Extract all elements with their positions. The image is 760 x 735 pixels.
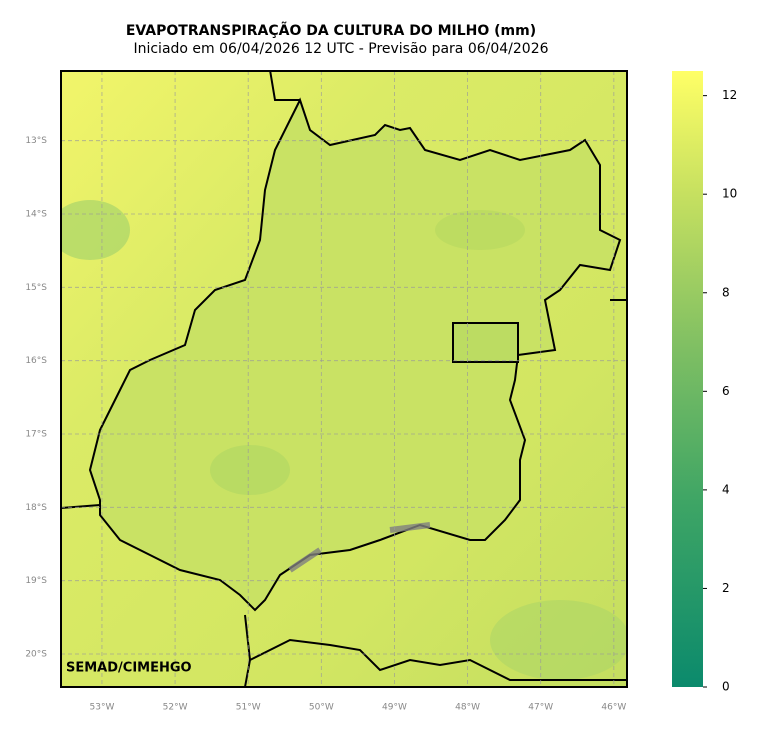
colorbar xyxy=(672,71,703,687)
y-tick-label: 13°S xyxy=(25,136,47,146)
credit: SEMAD/CIMEHGO xyxy=(66,661,192,676)
colorbar-label: 10 xyxy=(722,187,737,201)
map-frame xyxy=(60,70,628,688)
low-area xyxy=(490,600,627,680)
state-borders xyxy=(61,71,627,687)
subtitle: Iniciado em 06/04/2026 12 UTC - Previsão… xyxy=(133,41,548,57)
x-tick-label: 53°W xyxy=(90,703,115,713)
y-tick-label: 16°S xyxy=(25,356,47,366)
y-tick-label: 20°S xyxy=(25,650,47,660)
colorbar-label: 4 xyxy=(722,482,730,496)
y-tick-label: 18°S xyxy=(25,503,47,513)
colorbar-label: 6 xyxy=(722,384,730,398)
y-tick-label: 17°S xyxy=(25,430,47,440)
contour-area xyxy=(210,445,290,495)
x-tick-label: 50°W xyxy=(309,703,334,713)
map-area xyxy=(61,71,627,687)
colorbar-label: 12 xyxy=(722,88,737,102)
y-tick-label: 19°S xyxy=(25,576,47,586)
title: EVAPOTRANSPIRAÇÃO DA CULTURA DO MILHO (m… xyxy=(126,22,536,39)
colorbar-label: 0 xyxy=(722,680,730,694)
x-tick-label: 48°W xyxy=(455,703,480,713)
x-tick-label: 51°W xyxy=(236,703,261,713)
low-area xyxy=(61,200,130,260)
x-tick-label: 52°W xyxy=(163,703,188,713)
contour-area xyxy=(435,210,525,250)
x-tick-label: 47°W xyxy=(528,703,553,713)
x-tick-label: 49°W xyxy=(382,703,407,713)
colorbar-label: 8 xyxy=(722,285,730,299)
y-tick-label: 14°S xyxy=(25,210,47,220)
x-tick-label: 46°W xyxy=(601,703,626,713)
reservoir xyxy=(288,522,431,573)
colorbar-label: 2 xyxy=(722,581,730,595)
y-tick-label: 15°S xyxy=(25,283,47,293)
state-df xyxy=(452,322,519,363)
